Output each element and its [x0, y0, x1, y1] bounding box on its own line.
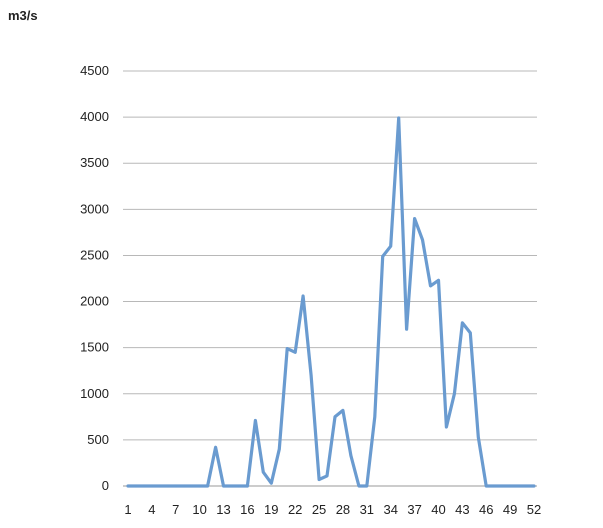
x-tick-labels: 1 4 7 10 13 16 19 22 25 28 31 34 37 40 43 46 49 52 [124, 502, 541, 517]
data-point [206, 484, 209, 488]
data-point [246, 484, 249, 488]
data-point [477, 435, 480, 439]
data-point [508, 484, 512, 488]
data-point [516, 484, 520, 488]
x-tick-label: 52 [527, 502, 541, 517]
y-tick-labels: 0 500 1000 1500 2000 2500 3000 3500 4000 4500 [80, 63, 109, 493]
y-tick-label: 2000 [80, 294, 109, 309]
data-point [214, 446, 217, 449]
data-point [445, 425, 448, 429]
y-tick-label: 4500 [80, 63, 109, 78]
data-point [373, 415, 376, 419]
data-point [317, 478, 321, 481]
x-tick-label: 40 [431, 502, 445, 517]
data-point [198, 484, 201, 488]
data-point [381, 255, 384, 258]
data-point [301, 294, 305, 298]
data-point [293, 351, 297, 354]
x-tick-label: 13 [216, 502, 230, 517]
gridlines [123, 70, 537, 487]
data-point [278, 447, 281, 451]
data-point [469, 331, 472, 335]
x-tick-label: 10 [192, 502, 206, 517]
x-tick-label: 43 [455, 502, 469, 517]
y-tick-label: 500 [87, 432, 109, 447]
y-tick-label: 1500 [80, 340, 109, 355]
data-point [413, 217, 416, 220]
data-point [461, 321, 464, 324]
data-point [325, 474, 329, 478]
y-tick-label: 3000 [80, 201, 109, 216]
data-point [142, 484, 146, 488]
x-tick-label: 34 [383, 502, 397, 517]
data-point [389, 245, 392, 248]
x-tick-label: 4 [148, 502, 155, 517]
data-point [309, 374, 313, 377]
data-point [158, 484, 162, 488]
series-line-0 [126, 116, 536, 488]
data-point [166, 484, 170, 488]
y-tick-label: 0 [102, 478, 109, 493]
data-point [270, 482, 273, 485]
data-point [126, 484, 130, 488]
x-tick-label: 16 [240, 502, 254, 517]
x-tick-label: 1 [124, 502, 131, 517]
data-point [174, 484, 177, 488]
y-axis-unit-label: m3/s [8, 8, 38, 23]
data-point [437, 279, 440, 282]
data-point [150, 484, 154, 488]
data-point [222, 484, 225, 488]
x-tick-label: 22 [288, 502, 302, 517]
x-tick-label: 7 [172, 502, 179, 517]
data-point [134, 484, 138, 488]
data-point [182, 484, 185, 488]
data-point [357, 484, 361, 488]
data-point [230, 484, 233, 488]
x-tick-label: 46 [479, 502, 493, 517]
data-point [238, 484, 241, 488]
data-point [492, 484, 496, 488]
data-point [532, 484, 536, 488]
data-point [333, 415, 337, 419]
y-tick-label: 3500 [80, 155, 109, 170]
y-tick-label: 2500 [80, 247, 109, 262]
data-point [524, 484, 528, 488]
data-point [453, 392, 456, 395]
data-point [286, 347, 289, 350]
data-point [365, 484, 369, 488]
data-point [190, 484, 193, 488]
y-tick-label: 4000 [80, 109, 109, 124]
x-tick-label: 31 [360, 502, 374, 517]
data-point [254, 419, 257, 422]
data-point [341, 409, 345, 412]
data-point [429, 284, 432, 288]
x-tick-label: 49 [503, 502, 517, 517]
x-tick-label: 25 [312, 502, 326, 517]
data-point [421, 238, 424, 241]
y-tick-label: 1000 [80, 386, 109, 401]
series-layer [126, 116, 536, 488]
x-tick-label: 19 [264, 502, 278, 517]
data-point [262, 470, 265, 474]
data-point [349, 454, 353, 457]
data-point [397, 116, 400, 120]
x-tick-label: 37 [407, 502, 421, 517]
data-point [405, 328, 408, 331]
data-point [500, 484, 504, 488]
data-point [485, 484, 488, 488]
x-tick-label: 28 [336, 502, 350, 517]
